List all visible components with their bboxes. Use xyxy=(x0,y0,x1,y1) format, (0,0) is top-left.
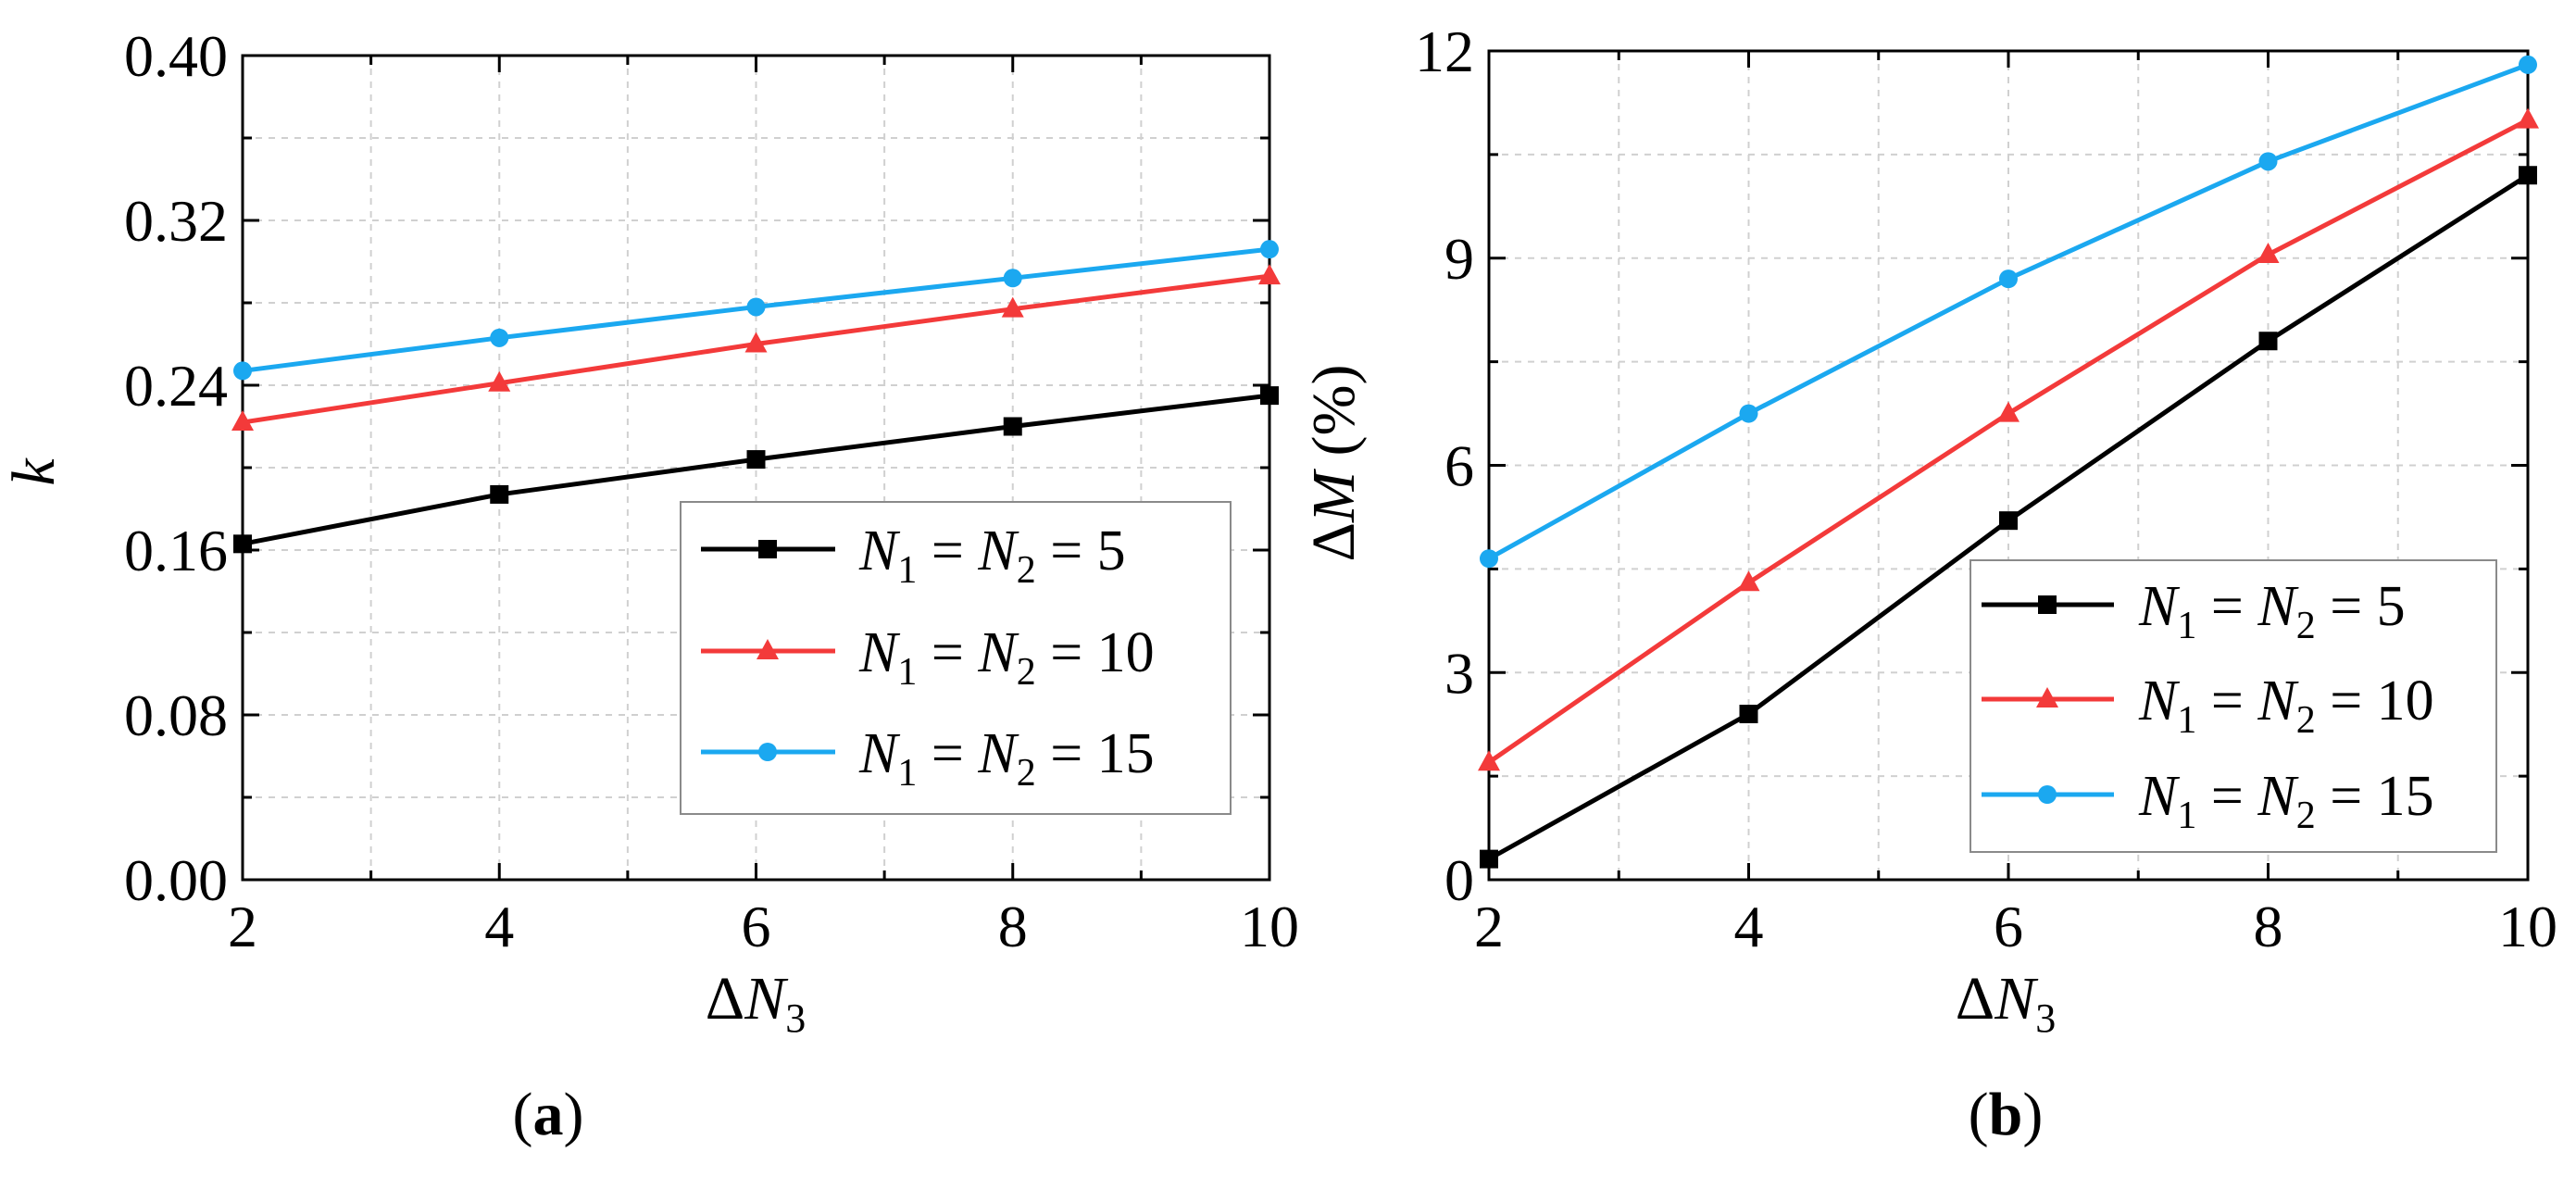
ytick-label-b: 12 xyxy=(1415,19,1474,84)
legend-marker-a-3 xyxy=(758,743,777,761)
data-point-a-2-1 xyxy=(231,410,254,432)
data-point-a-1-2 xyxy=(490,484,509,504)
legend-a: N1 = N2 = 5 N1 = N2 = 10 N1 = N2 = 15 xyxy=(680,501,1232,815)
legend-marker-a-1 xyxy=(758,540,777,558)
data-point-a-1-4 xyxy=(1003,417,1022,436)
data-point-b-1-3 xyxy=(1999,511,2018,531)
ytick-label-a: 0.16 xyxy=(124,518,228,583)
data-point-a-1-1 xyxy=(233,534,252,554)
xlabel-a: ΔN3 xyxy=(706,965,806,1041)
data-point-b-1-4 xyxy=(2258,332,2278,351)
xtick-label-a: 8 xyxy=(998,894,1028,959)
ticks-b: 2 4 6 8 10 0 3 6 9 12 xyxy=(1415,19,2557,959)
data-point-b-3-1 xyxy=(1480,549,1498,569)
data-point-b-2-3 xyxy=(1997,401,2020,422)
ytick-label-b: 6 xyxy=(1444,433,1474,499)
xtick-label-b: 10 xyxy=(2498,894,2557,959)
legend-label-b-1: N1 = N2 = 5 xyxy=(2138,575,2406,647)
legend-entry-b-3: N1 = N2 = 15 xyxy=(1982,765,2434,837)
legend-marker-b-1 xyxy=(2038,595,2057,614)
data-point-a-3-4 xyxy=(1003,269,1022,288)
xtick-label-b: 8 xyxy=(2254,894,2283,959)
xlabel-b-var: N xyxy=(1994,965,2039,1033)
data-point-b-2-1 xyxy=(1478,750,1500,771)
xtick-label-a: 2 xyxy=(228,894,257,959)
xlabel-b-sub: 3 xyxy=(2035,995,2056,1041)
legend-entry-a-3: N1 = N2 = 15 xyxy=(701,722,1155,795)
legend-entry-a-1: N1 = N2 = 5 xyxy=(701,520,1126,592)
series-a xyxy=(231,240,1281,554)
data-point-b-3-2 xyxy=(1739,404,1758,423)
data-point-b-2-4 xyxy=(2257,243,2280,264)
legend-label-b-3: N1 = N2 = 15 xyxy=(2138,765,2434,837)
xtick-label-a: 4 xyxy=(484,894,514,959)
data-point-b-2-5 xyxy=(2517,107,2539,129)
ytick-label-a: 0.00 xyxy=(124,847,228,913)
chart-panel-a: 2 4 6 8 10 0.00 0.08 0.16 0.24 0.32 0.40 k ΔN3 N1 … xyxy=(0,23,1299,1148)
data-point-a-3-1 xyxy=(233,361,252,381)
ytick-label-b: 3 xyxy=(1444,640,1474,706)
xtick-label-a: 10 xyxy=(1240,894,1299,959)
ytick-label-a: 0.24 xyxy=(124,353,228,419)
xlabel-a-var: N xyxy=(744,965,789,1033)
data-point-b-3-3 xyxy=(1999,269,2018,289)
xtick-label-a: 6 xyxy=(742,894,771,959)
legend-entry-b-2: N1 = N2 = 10 xyxy=(1982,670,2434,742)
legend-marker-b-2 xyxy=(2036,687,2058,707)
xtick-label-b: 4 xyxy=(1734,894,1764,959)
xtick-label-b: 6 xyxy=(1994,894,2023,959)
legend-box-b xyxy=(1970,559,2497,853)
data-point-a-2-2 xyxy=(488,370,511,392)
ylabel-a: k xyxy=(0,457,68,486)
legend-marker-b-3 xyxy=(2038,785,2057,804)
ticks-a: 2 4 6 8 10 0.00 0.08 0.16 0.24 0.32 0.40 xyxy=(124,23,1299,959)
data-point-b-3-4 xyxy=(2258,152,2278,171)
data-point-a-3-3 xyxy=(746,297,766,317)
ylabel-b-delta: Δ xyxy=(1300,522,1368,561)
legend-label-a-2: N1 = N2 = 10 xyxy=(858,621,1155,694)
ylabel-b: ΔM (%) xyxy=(1300,365,1368,562)
data-point-b-1-5 xyxy=(2519,166,2537,185)
data-point-b-3-5 xyxy=(2519,55,2537,74)
ytick-label-b: 0 xyxy=(1444,847,1474,913)
data-point-a-3-5 xyxy=(1260,240,1279,259)
data-point-a-2-3 xyxy=(744,332,768,353)
legend-marker-a-2 xyxy=(757,639,779,659)
legend-entry-b-1: N1 = N2 = 5 xyxy=(1982,575,2406,647)
data-point-a-3-2 xyxy=(490,328,509,347)
series-b xyxy=(1478,55,2539,869)
ytick-label-a: 0.08 xyxy=(124,682,228,748)
xlabel-a-delta: Δ xyxy=(706,965,744,1033)
xlabel-b-delta: Δ xyxy=(1956,965,1995,1033)
data-point-a-1-3 xyxy=(746,450,766,470)
data-point-b-2-2 xyxy=(1737,570,1760,592)
data-point-b-1-1 xyxy=(1480,849,1498,869)
xtick-label-b: 2 xyxy=(1474,894,1504,959)
data-point-a-2-4 xyxy=(1001,296,1024,318)
caption-a: (a) xyxy=(513,1081,584,1148)
legend-entry-a-2: N1 = N2 = 10 xyxy=(701,621,1155,694)
ytick-label-a: 0.32 xyxy=(124,188,228,254)
legend-label-a-3: N1 = N2 = 15 xyxy=(858,722,1155,795)
legend-b: N1 = N2 = 5 N1 = N2 = 10 N1 = N2 = 15 xyxy=(1970,559,2497,853)
data-point-b-1-2 xyxy=(1739,705,1758,723)
ylabel-b-unit: (%) xyxy=(1300,365,1368,471)
ylabel-b-var: M xyxy=(1300,468,1368,523)
data-point-a-1-5 xyxy=(1260,386,1279,406)
data-point-a-2-5 xyxy=(1258,264,1281,285)
legend-label-a-1: N1 = N2 = 5 xyxy=(858,520,1126,592)
caption-b: (b) xyxy=(1969,1081,2044,1148)
legend-label-b-2: N1 = N2 = 10 xyxy=(2138,670,2434,742)
ytick-label-a: 0.40 xyxy=(124,23,228,89)
xlabel-b: ΔN3 xyxy=(1956,965,2056,1041)
xlabel-a-sub: 3 xyxy=(785,995,806,1041)
ytick-label-b: 9 xyxy=(1444,226,1474,292)
